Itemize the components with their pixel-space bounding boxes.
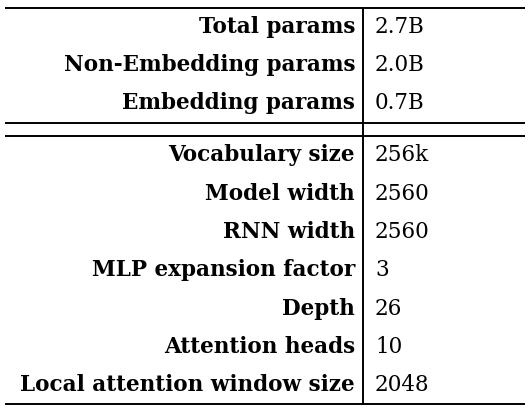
Text: RNN width: RNN width: [223, 221, 355, 243]
Text: 2560: 2560: [375, 221, 430, 243]
Text: Vocabulary size: Vocabulary size: [169, 145, 355, 166]
Text: 256k: 256k: [375, 145, 429, 166]
Text: Local attention window size: Local attention window size: [21, 374, 355, 396]
Text: 2560: 2560: [375, 183, 430, 205]
Text: 3: 3: [375, 259, 389, 281]
Text: 0.7B: 0.7B: [375, 92, 425, 115]
Text: Non-Embedding params: Non-Embedding params: [64, 54, 355, 76]
Text: 2.7B: 2.7B: [375, 16, 425, 38]
Text: MLP expansion factor: MLP expansion factor: [92, 259, 355, 281]
Text: 26: 26: [375, 297, 402, 320]
Text: Depth: Depth: [282, 297, 355, 320]
Text: 2048: 2048: [375, 374, 430, 396]
Text: Total params: Total params: [199, 16, 355, 38]
Text: 2.0B: 2.0B: [375, 54, 425, 76]
Text: Attention heads: Attention heads: [164, 336, 355, 358]
Text: Embedding params: Embedding params: [122, 92, 355, 115]
Text: Model width: Model width: [206, 183, 355, 205]
Text: 10: 10: [375, 336, 402, 358]
